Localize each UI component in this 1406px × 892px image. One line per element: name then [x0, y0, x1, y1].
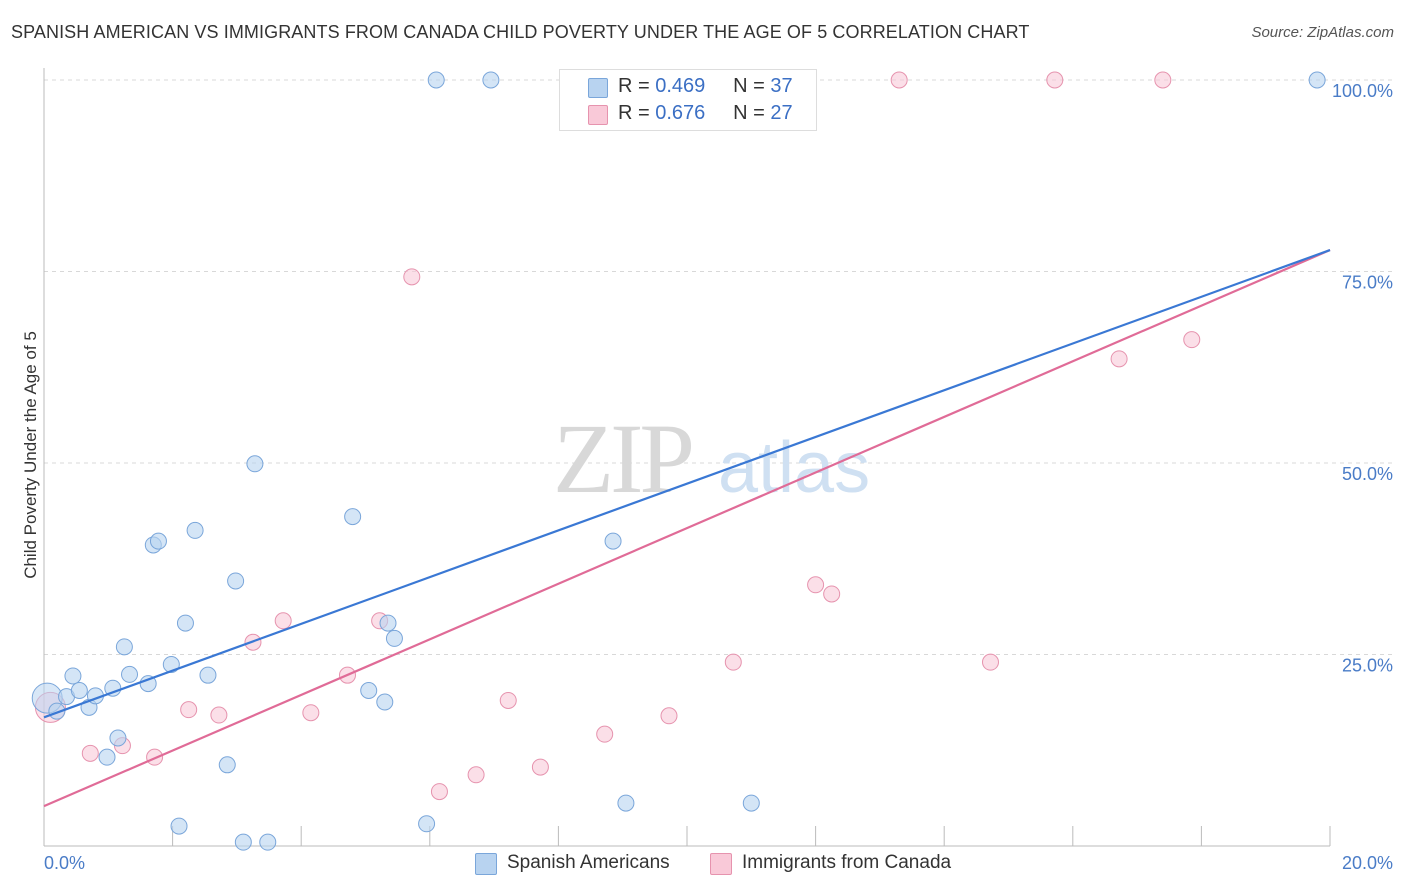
point-spanish-americans — [360, 682, 378, 700]
legend-r-label: R = — [618, 102, 650, 124]
point-spanish-americans — [170, 817, 188, 835]
point-immigrants-from-canada — [596, 725, 614, 743]
y-tick-label: 75.0% — [1342, 273, 1393, 293]
point-spanish-americans — [246, 455, 264, 473]
chart-title: SPANISH AMERICAN VS IMMIGRANTS FROM CANA… — [11, 22, 1030, 42]
legend-n-label: N = — [733, 102, 765, 124]
point-immigrants-from-canada — [1110, 350, 1128, 368]
point-immigrants-from-canada — [981, 653, 999, 671]
point-immigrants-from-canada — [467, 766, 485, 784]
point-immigrants-from-canada — [660, 707, 678, 725]
trend-line-spanish-americans — [43, 249, 1331, 719]
point-spanish-americans — [227, 572, 245, 590]
point-spanish-americans — [376, 693, 394, 711]
legend-r-label: R = — [618, 75, 650, 97]
legend-n-value-blue: 37 — [770, 75, 793, 97]
y-axis-label: Child Poverty Under the Age of 5 — [21, 331, 40, 579]
point-immigrants-from-canada — [499, 691, 517, 709]
y-tick-label: 25.0% — [1342, 656, 1393, 676]
series-legend-swatch-blue — [475, 853, 497, 875]
watermark: ZIP atlas — [553, 403, 870, 514]
legend-r-value-pink: 0.676 — [655, 102, 706, 124]
point-spanish-americans — [121, 665, 139, 683]
point-spanish-americans — [139, 675, 157, 693]
point-spanish-americans — [176, 614, 194, 632]
series-legend: Spanish Americans Immigrants from Canada — [0, 852, 1406, 878]
point-immigrants-from-canada — [724, 653, 742, 671]
legend-n-label: N = — [733, 75, 765, 97]
series-legend-swatch-pink — [710, 853, 732, 875]
point-spanish-americans — [199, 666, 217, 684]
correlation-legend: R = 0.469 N = 37 R = 0.676 N = 27 — [559, 69, 817, 131]
point-immigrants-from-canada — [210, 706, 228, 724]
point-spanish-americans — [379, 614, 397, 632]
series-legend-label-pink: Immigrants from Canada — [742, 852, 952, 873]
point-spanish-americans — [604, 532, 622, 550]
point-immigrants-from-canada — [531, 758, 549, 776]
legend-r-value-blue: 0.469 — [655, 75, 706, 97]
legend-n-value-pink: 27 — [770, 102, 793, 124]
point-spanish-americans — [385, 629, 403, 647]
point-immigrants-from-canada — [403, 268, 421, 286]
point-immigrants-from-canada — [274, 612, 292, 630]
point-spanish-americans — [427, 71, 445, 89]
y-tick-label: 50.0% — [1342, 464, 1393, 484]
point-spanish-americans — [98, 748, 116, 766]
trend-line-immigrants-from-canada — [43, 249, 1331, 808]
point-spanish-americans — [234, 833, 252, 851]
point-immigrants-from-canada — [890, 71, 908, 89]
legend-swatch-pink — [588, 105, 608, 125]
point-spanish-americans — [104, 679, 122, 697]
point-spanish-americans — [1308, 71, 1326, 89]
chart-source: Source: ZipAtlas.com — [1251, 24, 1394, 41]
watermark-zip: ZIP — [553, 403, 691, 514]
legend-swatch-blue — [588, 78, 608, 98]
point-spanish-americans — [186, 521, 204, 539]
point-spanish-americans — [344, 508, 362, 526]
series-legend-label-blue: Spanish Americans — [507, 852, 670, 873]
point-immigrants-from-canada — [807, 576, 825, 594]
point-spanish-americans — [70, 682, 88, 700]
watermark-atlas: atlas — [718, 428, 870, 508]
gridlines — [44, 79, 1395, 655]
point-immigrants-from-canada — [1046, 71, 1064, 89]
point-spanish-americans — [149, 532, 167, 550]
point-spanish-americans — [259, 833, 277, 851]
point-spanish-americans — [115, 638, 133, 656]
x-tick-label: 20.0% — [1342, 853, 1393, 873]
y-tick-label: 100.0% — [1332, 81, 1393, 101]
point-immigrants-from-canada — [823, 585, 841, 603]
point-immigrants-from-canada — [1183, 331, 1201, 349]
point-spanish-americans — [482, 71, 500, 89]
point-spanish-americans — [64, 667, 82, 685]
point-spanish-americans — [742, 794, 760, 812]
x-tick-label: 0.0% — [44, 853, 85, 873]
point-spanish-americans — [617, 794, 635, 812]
point-spanish-americans — [218, 756, 236, 774]
point-immigrants-from-canada — [1154, 71, 1172, 89]
point-immigrants-from-canada — [81, 744, 99, 762]
point-immigrants-from-canada — [302, 704, 320, 722]
tick-labels: 25.0% 50.0% 75.0% 100.0% 0.0% 20.0% — [44, 81, 1393, 873]
point-immigrants-from-canada — [180, 701, 198, 719]
point-spanish-americans — [418, 815, 436, 833]
point-spanish-americans — [109, 729, 127, 747]
trend-lines — [43, 249, 1331, 808]
point-immigrants-from-canada — [430, 783, 448, 801]
